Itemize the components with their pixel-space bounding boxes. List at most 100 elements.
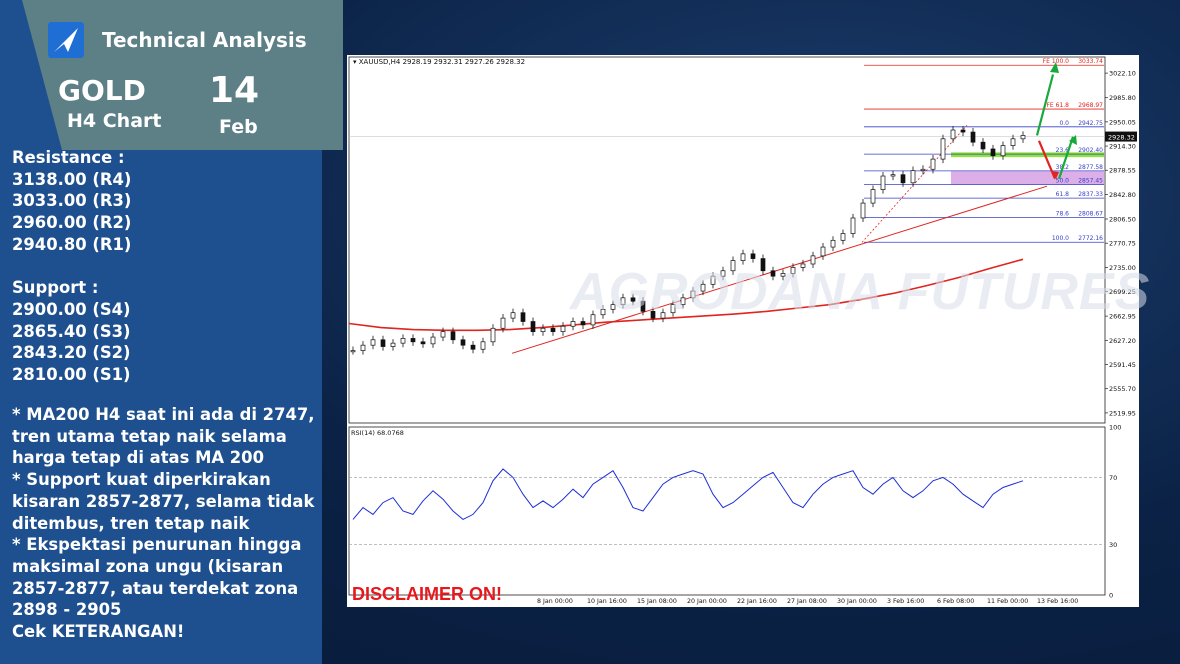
rsi-tick-label: 70 [1109,474,1117,482]
symbol-header: ▾ XAUUSD,H4 2928.19 2932.31 2927.26 2928… [353,58,525,66]
candle-body [860,202,866,219]
price-zone [951,152,1104,158]
candle-body [840,233,846,241]
candle-body [410,338,416,343]
candle-body [800,263,806,268]
candle-body [900,174,906,184]
resistance-heading: Resistance : [12,148,125,167]
time-tick-label: 11 Feb 00:00 [987,598,1028,605]
candle-body [920,168,926,171]
app-title: Technical Analysis [102,28,307,52]
uptrend-line [511,185,1048,354]
price-tick-label: 2699.25 [1109,288,1136,296]
candle-body [580,321,586,326]
note-line: 2898 - 2905 [12,600,122,620]
levels-list: Resistance : 3138.00 (R4) 3033.00 (R3) 2… [12,147,312,386]
current-price-badge [1105,131,1137,142]
price-tick-label: 2842.80 [1109,191,1136,199]
time-tick-label: 20 Jan 00:00 [687,598,727,605]
candle-body [570,321,576,327]
candle-body [520,312,526,322]
analysis-notes: * MA200 H4 saat ini ada di 2747, tren ut… [12,404,317,643]
note-line: ditembus, tren tetap naik [12,513,250,533]
note-line: * Ekspektasi penurunan hingga [12,535,302,555]
resistance-level: 2960.00 (R2) [12,213,132,233]
fib-level-value: 2857.45 [1078,178,1103,185]
support-level: 2810.00 (S1) [12,364,131,384]
candle-body [700,283,706,292]
resistance-level: 3033.00 (R3) [12,191,132,211]
time-tick-label: 22 Jan 16:00 [737,598,777,605]
chart-frame[interactable]: ▾ XAUUSD,H4 2928.19 2932.31 2927.26 2928… [347,55,1139,607]
candle-body [420,341,426,345]
fib-level-label: 23.6 [1056,147,1070,154]
candle-body [660,312,666,319]
fib-level-label: 61.8 [1056,191,1070,198]
candle-body [980,141,986,150]
resistance-level: 3138.00 (R4) [12,169,132,189]
watermark-text: AGRODANA FUTURES [570,263,1151,321]
price-tick-label: 3022.10 [1109,70,1136,78]
rsi-tick-label: 30 [1109,541,1117,549]
candle-body [970,131,976,143]
rsi-pane-border [348,426,1106,596]
fib-level-value: 2808.67 [1078,211,1103,218]
ma200-line [348,258,1024,332]
fib-level-value: 2772.16 [1078,235,1103,242]
price-pane-border [348,56,1106,424]
candle-body [1010,138,1016,146]
candle-body [870,189,876,204]
candle-body [560,325,566,333]
fib-level-value: 3033.74 [1078,58,1103,65]
note-line: * MA200 H4 saat ini ada di 2747, [12,405,315,424]
price-tick-label: 2735.00 [1109,264,1136,272]
candle-body [760,258,766,272]
candle-body [680,297,686,305]
candle-body [610,304,616,310]
candle-body [490,327,496,343]
time-tick-label: 15 Jan 08:00 [637,598,677,605]
note-line: harga tetap di atas MA 200 [12,448,264,468]
current-price-label: 2928.32 [1108,134,1135,142]
candle-body [600,308,606,316]
candle-body [1020,135,1026,140]
resistance-level: 2940.80 (R1) [12,234,132,254]
candle-body [370,339,376,346]
candle-body [380,339,386,347]
price-tick-label: 2878.55 [1109,167,1136,175]
arrow-down-head [1051,171,1059,179]
fib-level-label: FE 61.8 [1046,102,1069,109]
candle-body [690,290,696,299]
candle-body [430,336,436,345]
time-tick-label: 6 Feb 08:00 [937,598,974,605]
fib-level-label: 100.0 [1052,235,1069,242]
support-level: 2900.00 (S4) [12,299,131,319]
candle-body [710,275,716,285]
price-tick-label: 2627.20 [1109,337,1136,345]
candle-body [500,317,506,329]
candle-body [480,341,486,350]
candle-body [940,138,946,160]
price-chart[interactable]: ▾ XAUUSD,H4 2928.19 2932.31 2927.26 2928… [347,55,1139,607]
fib-level-label: 78.6 [1056,211,1070,218]
candle-body [910,170,916,184]
candle-body [440,331,446,338]
note-line: * Support kuat diperkirakan [12,470,271,490]
rsi-tick-label: 0 [1109,592,1113,600]
candle-body [360,344,366,351]
fib-level-value: 2877.58 [1078,164,1103,171]
candle-body [590,314,596,326]
support-level: 2843.20 (S2) [12,343,131,363]
price-tick-label: 2914.30 [1109,143,1136,151]
spacer [12,255,312,277]
support-level: 2865.40 (S3) [12,321,131,341]
price-tick-label: 2519.95 [1109,409,1136,417]
candle-body [810,255,816,265]
price-tick-label: 2985.80 [1109,94,1136,102]
arrow-up-1-head [1050,62,1059,73]
candle-body [730,260,736,272]
candle-body [510,312,516,319]
rsi-tick-label: 100 [1109,424,1121,432]
candle-body [670,304,676,314]
date-month: Feb [219,116,258,138]
